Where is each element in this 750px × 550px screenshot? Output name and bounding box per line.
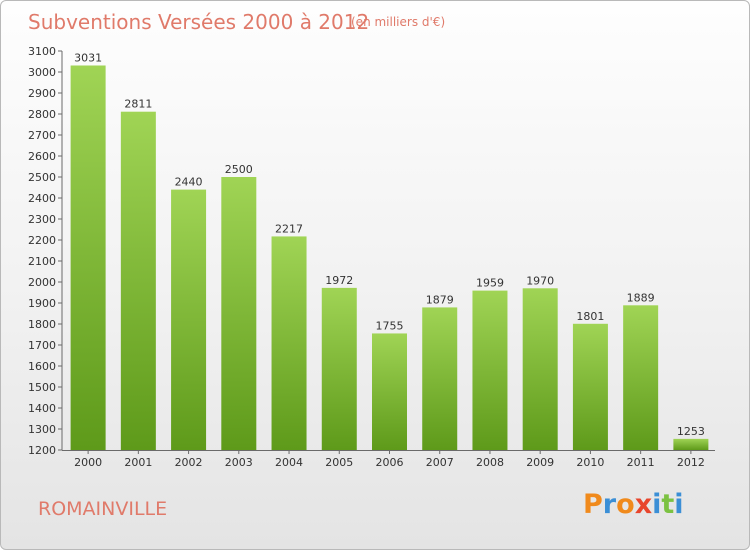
bar-2008[interactable] (472, 290, 508, 450)
bar-2000[interactable] (70, 65, 106, 451)
y-tick-label: 1700 (28, 339, 56, 352)
bar-2003[interactable] (221, 177, 257, 450)
logo-letter: o (616, 489, 635, 520)
y-tick-label: 3000 (28, 66, 56, 79)
value-label-2002: 2440 (175, 176, 203, 189)
y-tick-label: 2600 (28, 150, 56, 163)
y-tick-label: 2500 (28, 171, 56, 184)
value-label-2004: 2217 (275, 222, 303, 235)
bar-2005[interactable] (321, 287, 357, 450)
value-label-2003: 2500 (225, 163, 253, 176)
x-tick-label: 2008 (476, 456, 504, 469)
chart-subtitle: (en milliers d'€) (351, 15, 446, 29)
bar-2007[interactable] (422, 307, 458, 450)
x-tick-label: 2007 (426, 456, 454, 469)
logo-letter: P (583, 489, 603, 520)
y-tick-label: 1500 (28, 381, 56, 394)
bar-2002[interactable] (171, 189, 207, 450)
bar-2001[interactable] (120, 111, 156, 450)
bar-2011[interactable] (623, 305, 659, 450)
y-tick-label: 3100 (28, 45, 56, 58)
value-label-2009: 1970 (526, 274, 554, 287)
y-tick-label: 2000 (28, 276, 56, 289)
bars (70, 65, 709, 451)
bar-2009[interactable] (522, 288, 558, 450)
y-tick-label: 2400 (28, 192, 56, 205)
x-tick-label: 2006 (376, 456, 404, 469)
bar-2012[interactable] (673, 438, 709, 450)
y-axis: 1200 1300 1400 1500 1600 1700 1800 1900 2000 2100… (28, 45, 63, 457)
logo-letter: i (674, 489, 684, 520)
bar-2010[interactable] (572, 323, 608, 450)
x-tick-label: 2001 (124, 456, 152, 469)
x-tick-label: 2009 (526, 456, 554, 469)
value-labels: 3031 2811 2440 2500 2217 1972 1755 1879 1959 1970… (74, 51, 705, 437)
y-tick-label: 2700 (28, 129, 56, 142)
value-label-2005: 1972 (325, 274, 353, 287)
chart-title: Subventions Versées 2000 à 2012 (28, 10, 370, 34)
x-tick-label: 2004 (275, 456, 303, 469)
y-tick-label: 1400 (28, 402, 56, 415)
y-tick-label: 2900 (28, 87, 56, 100)
value-label-2001: 2811 (124, 98, 152, 111)
y-tick-label: 2800 (28, 108, 56, 121)
y-tick-label: 2100 (28, 255, 56, 268)
y-tick-label: 1900 (28, 297, 56, 310)
value-label-2010: 1801 (576, 310, 604, 323)
y-tick-label: 1800 (28, 318, 56, 331)
bar-2006[interactable] (372, 333, 407, 450)
value-label-2012: 1253 (677, 425, 705, 438)
value-label-2006: 1755 (376, 319, 404, 332)
y-tick-label: 2200 (28, 234, 56, 247)
x-tick-label: 2011 (627, 456, 655, 469)
value-label-2008: 1959 (476, 277, 504, 290)
proxiti-logo[interactable]: Proxiti (583, 489, 684, 520)
y-tick-label: 1300 (28, 423, 56, 436)
logo-letter: r (602, 489, 617, 520)
y-tick-label: 1200 (28, 444, 56, 457)
x-tick-label: 2003 (225, 456, 253, 469)
value-label-2000: 3031 (74, 51, 102, 64)
logo-letter: x (634, 489, 653, 520)
x-tick-label: 2005 (325, 456, 353, 469)
y-tick-label: 1600 (28, 360, 56, 373)
value-label-2007: 1879 (426, 293, 454, 306)
y-tick-label: 2300 (28, 213, 56, 226)
x-tick-label: 2000 (74, 456, 102, 469)
city-name: ROMAINVILLE (38, 498, 168, 520)
x-tick-label: 2010 (576, 456, 604, 469)
x-axis: 2000 2001 2002 2003 2004 2005 2006 2007 2008 2009… (62, 450, 715, 469)
bar-2004[interactable] (271, 236, 307, 450)
x-tick-label: 2012 (677, 456, 705, 469)
value-label-2011: 1889 (627, 291, 655, 304)
x-tick-label: 2002 (175, 456, 203, 469)
logo-letter: i (652, 489, 662, 520)
logo-letter: t (661, 489, 675, 520)
